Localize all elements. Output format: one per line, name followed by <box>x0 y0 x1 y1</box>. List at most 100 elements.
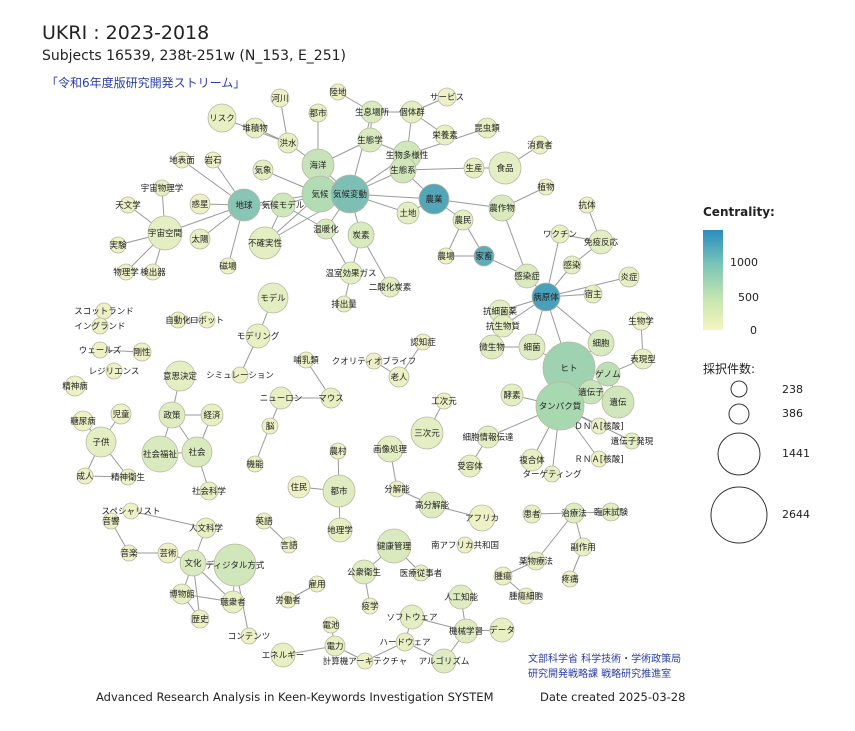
node-label-saibou: 細胞 <box>592 338 610 349</box>
node-label-seibutsu: 生物多様性 <box>386 150 429 161</box>
node-label-dna: ＤＮＡ[核酸] <box>574 421 623 432</box>
node-ninchisho <box>414 333 432 351</box>
node-meneki <box>588 229 614 255</box>
node-rekishi <box>190 609 210 629</box>
node-label-kousei: 抗生物質 <box>486 321 521 332</box>
node-label-geijutsu: 芸術 <box>159 548 177 559</box>
node-label-contents: コンテンツ <box>228 632 271 642</box>
node-seitaigaku <box>357 127 383 153</box>
node-label-iryou: 医療従事者 <box>400 568 443 579</box>
node-contents <box>240 627 258 645</box>
node-kawa <box>270 88 290 108</box>
node-label-butsurigaku: 物理学 <box>113 267 139 278</box>
node-butsurigaku <box>117 263 135 281</box>
node-seisoku <box>360 100 384 124</box>
node-genome <box>595 361 621 387</box>
node-minamiafrica <box>456 536 474 554</box>
node-eiyouso <box>434 124 456 146</box>
node-label-rojin: 老人 <box>390 372 408 383</box>
node-label-sakumotsu: 農作物 <box>489 203 515 214</box>
node-specialist <box>122 502 140 520</box>
node-label-juyoutai: 受容体 <box>457 461 483 472</box>
centrality-legend-title: Centrality: <box>703 205 775 219</box>
org-line-2: 研究開発戦略課 戦略研究推進室 <box>528 669 672 680</box>
node-label-onshitsu: 温室効果ガス <box>325 268 376 279</box>
node-shukushu <box>583 284 603 304</box>
node-label-enshou: 炎症 <box>620 272 638 283</box>
node-taiseki <box>244 117 266 139</box>
node-label-minamiafrica: 南アフリカ共和国 <box>431 540 499 551</box>
node-kinou <box>246 455 264 473</box>
node-label-kouso: 酵素 <box>503 390 521 401</box>
node-label-kikou: 気候 <box>311 189 329 200</box>
node-kenkoukanri <box>376 528 412 564</box>
node-qol <box>365 352 383 370</box>
node-denchi <box>322 616 340 634</box>
node-label-mouse: マウス <box>318 394 344 404</box>
node-label-seisaku: 政策 <box>163 410 181 421</box>
node-label-kikoumodel: 気候モデル <box>262 200 305 211</box>
node-tanpaku <box>535 381 585 431</box>
node-label-idenshihatsugen: 遺伝子発現 <box>611 436 654 447</box>
node-iryou <box>412 564 430 582</box>
node-chihyomen <box>173 151 191 169</box>
node-saibou <box>587 329 615 357</box>
node-label-fukugoutai: 複合体 <box>519 455 545 466</box>
size-circle-1441 <box>717 432 761 476</box>
node-label-neuron: ニューロン <box>260 394 303 404</box>
node-label-noumura: 農村 <box>329 446 347 457</box>
node-label-ganseki: 岩石 <box>204 155 221 166</box>
node-neuron <box>269 386 293 410</box>
footer-system: Advanced Research Analysis in Keen-Keywo… <box>96 690 494 704</box>
node-label-saibou_den: 細胞情報伝達 <box>462 432 514 443</box>
node-taiyou <box>189 228 211 250</box>
node-robot <box>198 311 216 329</box>
node-label-kaiyou: 海洋 <box>309 160 327 171</box>
footer-date: Date created 2025-03-28 <box>540 690 686 704</box>
node-label-jidouka: 自動化 <box>165 315 191 326</box>
node-label-vaccine: ワクチン <box>543 230 577 240</box>
node-algorithm <box>431 648 457 674</box>
node-label-kansen: 感染 <box>563 260 581 271</box>
node-label-service: サービス <box>430 93 464 103</box>
node-label-kouzui: 洪水 <box>279 138 297 149</box>
node-rinsho <box>601 502 621 522</box>
node-noumin <box>452 209 474 231</box>
node-label-koubunkai: 高分解能 <box>415 500 450 511</box>
node-target <box>543 465 561 483</box>
node-label-kousaibou: 抗細菌薬 <box>483 306 518 317</box>
node-label-ongaku: 音響 <box>102 516 120 527</box>
node-label-noujou: 農場 <box>437 251 455 262</box>
node-jinkouchinou <box>448 584 474 610</box>
node-service <box>437 87 457 107</box>
node-seitaikei <box>389 156 417 184</box>
node-vaccine <box>550 224 570 244</box>
node-jiba <box>219 257 237 275</box>
node-ishikettei <box>164 360 196 392</box>
node-england <box>91 317 109 335</box>
node-enshou <box>618 266 640 288</box>
node-label-seitaigaku: 生態学 <box>357 135 383 146</box>
node-kikaigakushu <box>453 618 479 644</box>
node-label-africa: アフリカ <box>465 514 499 524</box>
node-africa <box>468 504 496 532</box>
size-circle-386 <box>728 403 750 425</box>
node-label-jiba: 磁場 <box>219 261 237 272</box>
node-label-hakubutsukan: 博物館 <box>169 589 195 600</box>
node-label-kousei2: 剛性 <box>133 347 151 358</box>
node-tounyou <box>72 410 94 432</box>
size-legend-title: 採択件数: <box>703 362 756 376</box>
node-label-biseibutsu: 微生物 <box>479 342 505 353</box>
node-label-shuyou: 腫瘍 <box>494 571 512 582</box>
node-label-seijin: 成人 <box>76 471 94 482</box>
node-resilience <box>105 362 123 380</box>
node-label-seisan: 生産 <box>465 163 482 174</box>
node-label-gazoushori: 画像処理 <box>373 444 408 455</box>
node-kikoumodel <box>270 192 296 218</box>
node-label-yakubutsu: 薬物療法 <box>519 556 553 567</box>
node-byougentai <box>531 282 561 312</box>
node-label-algorithm: アルゴリズム <box>419 656 470 667</box>
node-label-kousuigen: 工次元 <box>431 396 457 407</box>
node-idenshihatsugen <box>623 432 641 450</box>
node-koyou <box>308 575 326 593</box>
